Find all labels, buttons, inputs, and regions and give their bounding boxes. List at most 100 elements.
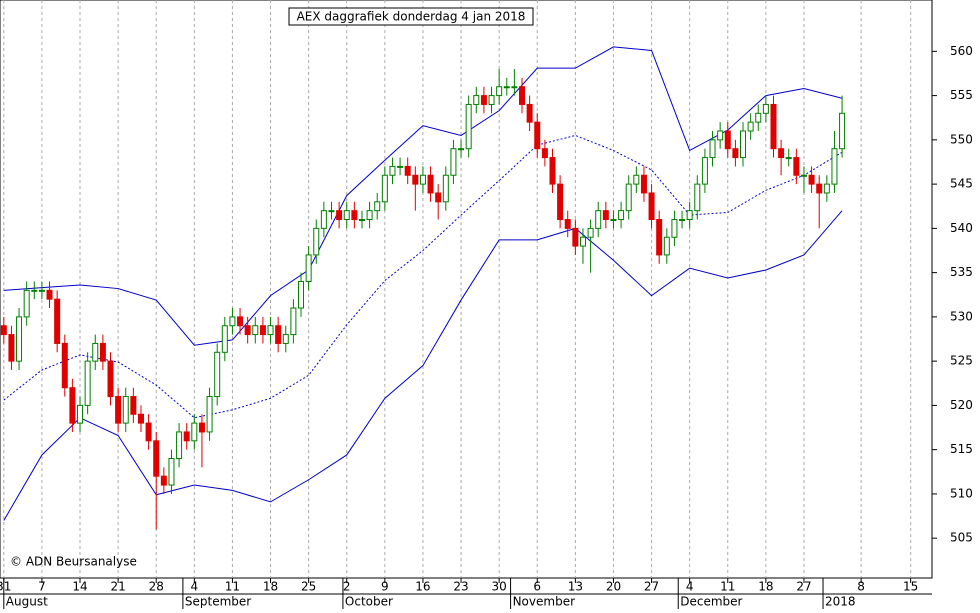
candle-body bbox=[343, 210, 350, 221]
candle-body bbox=[404, 165, 411, 176]
y-tick-label: 545 bbox=[950, 177, 973, 191]
y-tick-label: 540 bbox=[950, 221, 973, 235]
candle-body bbox=[724, 130, 731, 150]
candle-body bbox=[709, 139, 716, 159]
candle-body bbox=[275, 325, 282, 344]
candle-body bbox=[38, 289, 45, 292]
candle-body bbox=[732, 148, 739, 159]
candle-body bbox=[717, 130, 724, 141]
candle-body bbox=[374, 201, 381, 212]
candle-body bbox=[23, 289, 30, 318]
x-tick-label: 4 bbox=[686, 580, 694, 594]
candle-body bbox=[785, 157, 792, 160]
candle-body bbox=[145, 422, 152, 442]
x-tick-label: 13 bbox=[568, 580, 583, 594]
bollinger-band bbox=[3, 46, 843, 346]
candle-body bbox=[465, 103, 472, 150]
candle-body bbox=[320, 210, 327, 229]
candle-body bbox=[92, 342, 99, 362]
candle-body bbox=[358, 219, 365, 222]
candle-body bbox=[519, 86, 526, 105]
candle-body bbox=[595, 210, 602, 229]
candle-body bbox=[389, 165, 396, 176]
x-tick-label: 25 bbox=[301, 580, 316, 594]
candle-body bbox=[435, 192, 442, 203]
candle-body bbox=[778, 148, 785, 159]
candle-body bbox=[244, 325, 251, 336]
candle-body bbox=[625, 183, 632, 212]
month-label: 2018 bbox=[825, 595, 856, 609]
y-tick-label: 505 bbox=[950, 531, 973, 545]
x-tick-label: 20 bbox=[606, 580, 621, 594]
title-box bbox=[288, 7, 534, 26]
candle-body bbox=[298, 280, 305, 309]
candle-body bbox=[107, 360, 114, 398]
candle-body bbox=[656, 219, 663, 256]
candle-body bbox=[694, 183, 701, 212]
y-tick-label: 555 bbox=[950, 88, 973, 102]
candle-body bbox=[473, 95, 480, 105]
candle-body bbox=[153, 440, 160, 477]
x-tick-label: 6 bbox=[533, 580, 541, 594]
candle-body bbox=[221, 325, 228, 353]
candle-body bbox=[541, 148, 548, 159]
candle-body bbox=[206, 396, 213, 433]
x-tick-label: 31 bbox=[0, 580, 11, 594]
candle-body bbox=[267, 325, 274, 336]
x-tick-label: 2 bbox=[343, 580, 351, 594]
candle-body bbox=[366, 210, 373, 221]
x-tick-label: 16 bbox=[415, 580, 430, 594]
x-tick-label: 7 bbox=[38, 580, 46, 594]
candle-body bbox=[762, 103, 769, 114]
candle-body bbox=[198, 422, 205, 433]
candle-body bbox=[351, 210, 358, 221]
candle-body bbox=[755, 112, 762, 123]
y-tick-label: 515 bbox=[950, 442, 973, 456]
candle-body bbox=[397, 165, 404, 168]
month-label: October bbox=[345, 595, 393, 609]
candle-body bbox=[183, 431, 190, 442]
candle-body bbox=[168, 458, 175, 486]
candle-body bbox=[526, 103, 533, 123]
candle-body bbox=[823, 183, 830, 194]
y-tick-label: 535 bbox=[950, 265, 973, 279]
x-tick-label: 27 bbox=[644, 580, 659, 594]
candle-body bbox=[176, 431, 183, 460]
x-tick-label: 14 bbox=[72, 580, 87, 594]
candle-body bbox=[46, 289, 53, 300]
candle-body bbox=[831, 148, 838, 185]
candle-body bbox=[305, 254, 312, 282]
x-tick-label: 11 bbox=[225, 580, 240, 594]
month-label: November bbox=[513, 595, 575, 609]
candle-body bbox=[808, 174, 815, 185]
candle-body bbox=[0, 325, 7, 336]
candle-body bbox=[503, 86, 510, 89]
x-tick-label: 9 bbox=[381, 580, 389, 594]
x-tick-label: 8 bbox=[857, 580, 865, 594]
candle-body bbox=[313, 227, 320, 256]
y-tick-label: 520 bbox=[950, 398, 973, 412]
x-tick-label: 30 bbox=[492, 580, 507, 594]
candle-body bbox=[412, 174, 419, 185]
candle-body bbox=[839, 112, 846, 150]
x-tick-label: 11 bbox=[720, 580, 735, 594]
candle-body bbox=[640, 174, 647, 194]
candle-body bbox=[191, 422, 198, 442]
candle-body bbox=[252, 325, 259, 336]
candle-body bbox=[69, 387, 76, 424]
candle-body bbox=[587, 227, 594, 238]
candle-body bbox=[137, 413, 144, 424]
candle-body bbox=[511, 86, 518, 89]
chart-title: AEX daggrafiek donderdag 4 jan 2018 bbox=[297, 10, 526, 24]
candle-body bbox=[214, 351, 221, 398]
x-tick-label: 28 bbox=[149, 580, 164, 594]
y-tick-label: 510 bbox=[950, 486, 973, 500]
candle-body bbox=[458, 148, 465, 151]
candle-body bbox=[259, 325, 266, 336]
month-label: September bbox=[185, 595, 251, 609]
x-tick-label: 15 bbox=[903, 580, 918, 594]
candle-body bbox=[427, 174, 434, 194]
candle-body bbox=[229, 316, 236, 327]
candle-body bbox=[602, 210, 609, 221]
